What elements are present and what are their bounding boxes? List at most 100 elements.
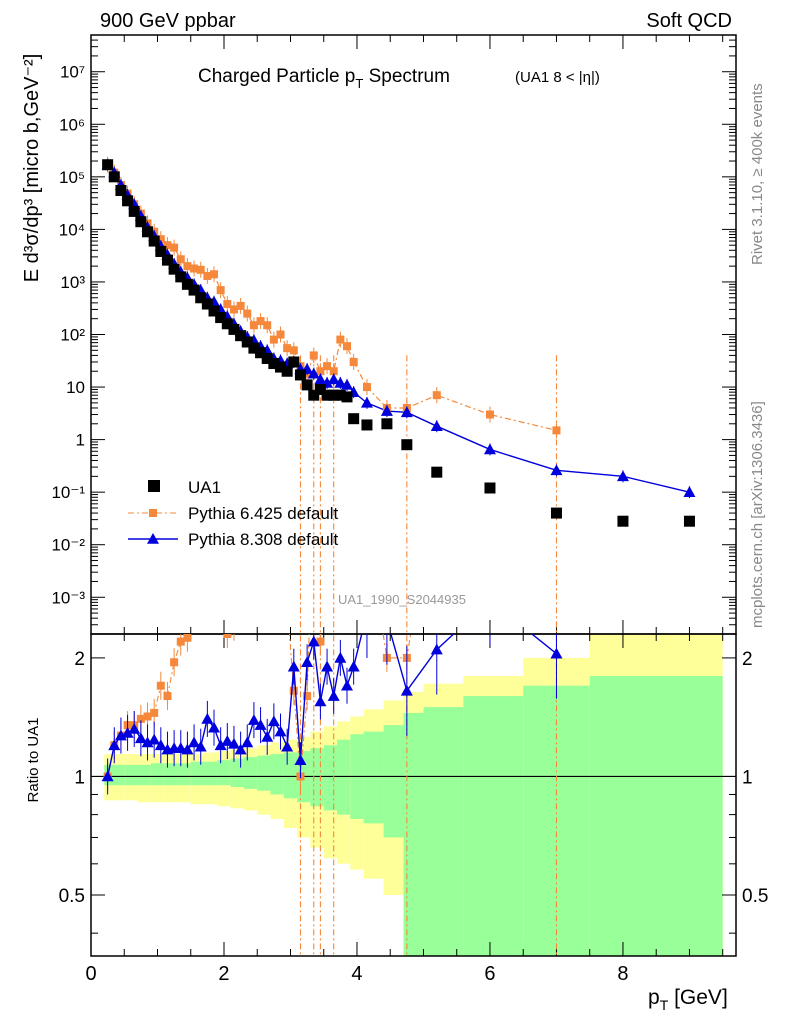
ua1-point: [228, 323, 240, 335]
ua1-point: [431, 466, 443, 478]
y-tick-label: 10⁻³: [51, 588, 85, 607]
ua1-point: [115, 184, 127, 196]
ratio-frame: [90, 633, 737, 957]
ratio-pythia8-point: [274, 725, 287, 737]
ua1-point: [281, 365, 293, 377]
x-tick-label: 8: [617, 963, 628, 985]
ratio-pythia8-point: [141, 736, 154, 748]
ratio-pythia8-point: [400, 684, 413, 696]
ratio-pythia6-point: [163, 692, 172, 701]
ratio-pythia8-point: [101, 770, 114, 782]
ua1-point: [241, 336, 253, 348]
legend-pythia8-label: Pythia 8.308 default: [188, 530, 339, 549]
ratio-pythia8-point: [267, 715, 280, 727]
band-inner-segment: [110, 764, 125, 786]
x-axis-label: pT [GeV]: [648, 986, 728, 1013]
pythia6-point: [210, 270, 219, 279]
ratio-pythia8-point: [188, 736, 201, 748]
ratio-pythia8-point: [181, 743, 194, 755]
ratio-pythia8-point: [214, 739, 227, 751]
ua1-point: [288, 356, 300, 368]
ratio-pythia6-point: [143, 712, 152, 721]
pythia6-point: [170, 243, 179, 252]
pythia6-point: [196, 265, 205, 274]
y-tick-label: 10⁴: [59, 220, 85, 239]
ratio-pythia8-point: [334, 651, 347, 663]
ratio-pythia8-point: [381, 614, 393, 625]
ua1-point: [341, 391, 353, 403]
pythia6-point: [432, 391, 441, 400]
ratio-pythia6-point: [197, 574, 205, 582]
ratio-pythia8-point: [154, 739, 167, 751]
y-tick-label: 10⁷: [60, 63, 85, 82]
pythia8-point: [550, 464, 563, 476]
pythia8-point: [683, 486, 696, 497]
pythia8-point: [360, 396, 373, 408]
x-axis-label-main: p: [648, 986, 660, 1009]
pythia6-point: [183, 262, 192, 271]
pythia6-point: [362, 383, 371, 392]
y-tick-label: 10³: [60, 273, 85, 292]
ratio-pythia8-point: [361, 607, 373, 618]
band-inner-segment: [323, 745, 338, 811]
ua1-point: [314, 383, 326, 395]
ua1-point: [148, 235, 160, 247]
pythia6-point: [343, 342, 352, 351]
ratio-pythia8-point: [234, 743, 247, 755]
ua1-point: [328, 389, 340, 401]
y-tick-label: 10⁻¹: [51, 483, 85, 502]
band-inner-segment: [337, 739, 351, 815]
band-inner-segment: [310, 748, 324, 807]
header-right: Soft QCD: [646, 10, 732, 32]
x-tick-label: 4: [351, 963, 362, 985]
pythia6-point: [256, 317, 265, 326]
band-inner-segment: [177, 763, 191, 786]
ratio-pythia6-point: [136, 714, 145, 723]
band-inner-segment: [164, 763, 178, 786]
ratio-pythia6-point: [289, 686, 298, 695]
ua1-point: [181, 278, 193, 290]
ratio-pythia8-point: [261, 730, 274, 742]
pythia6-point: [269, 335, 278, 344]
band-inner-segment: [270, 754, 284, 795]
ratio-pythia8-point: [301, 656, 314, 668]
ratio-pythia6-point: [243, 558, 251, 566]
pythia8-point: [430, 420, 443, 431]
ua1-point: [208, 305, 220, 317]
ua1-point: [255, 347, 267, 359]
ratio-pythia6-point: [230, 623, 238, 631]
ratio-pythia8-point: [327, 690, 340, 701]
ua1-point: [294, 369, 306, 381]
pythia6-point: [229, 305, 238, 314]
ratio-pythia6-point: [223, 634, 232, 638]
ratio-pythia6-point: [150, 708, 159, 717]
ua1-point: [334, 389, 346, 401]
ua1-point: [215, 312, 227, 324]
band-inner-segment: [383, 725, 404, 838]
ratio-pythia6-point: [552, 334, 560, 342]
ua1-point: [683, 515, 695, 527]
ua1-point: [361, 419, 373, 431]
band-inner-segment: [463, 696, 524, 956]
main-panel-marks: [101, 156, 696, 956]
band-inner-segment: [190, 761, 205, 786]
ua1-point: [201, 298, 213, 310]
x-axis-label-tail: [GeV]: [668, 986, 728, 1009]
ua1-point: [301, 379, 313, 391]
ratio-tick-label-right: 0.5: [742, 886, 768, 907]
ratio-pythia8-point: [294, 754, 307, 765]
ratio-pythia8-point: [128, 722, 141, 734]
pythia6-point: [323, 362, 332, 371]
band-inner-segment: [230, 758, 244, 788]
ratio-pythia6-point: [170, 658, 179, 667]
y-tick-label: 10²: [60, 326, 85, 345]
ratio-pythia6-point: [183, 634, 192, 642]
ua1-point: [308, 389, 320, 401]
x-tick-label: 0: [85, 963, 96, 985]
ratio-pythia8-point: [241, 736, 254, 748]
pythia8-point: [380, 405, 393, 416]
ua1-point: [175, 271, 187, 283]
ratio-pythia6-point: [176, 637, 185, 646]
pythia6-point: [156, 235, 165, 244]
ratio-tick-label-right: 1: [742, 767, 753, 788]
